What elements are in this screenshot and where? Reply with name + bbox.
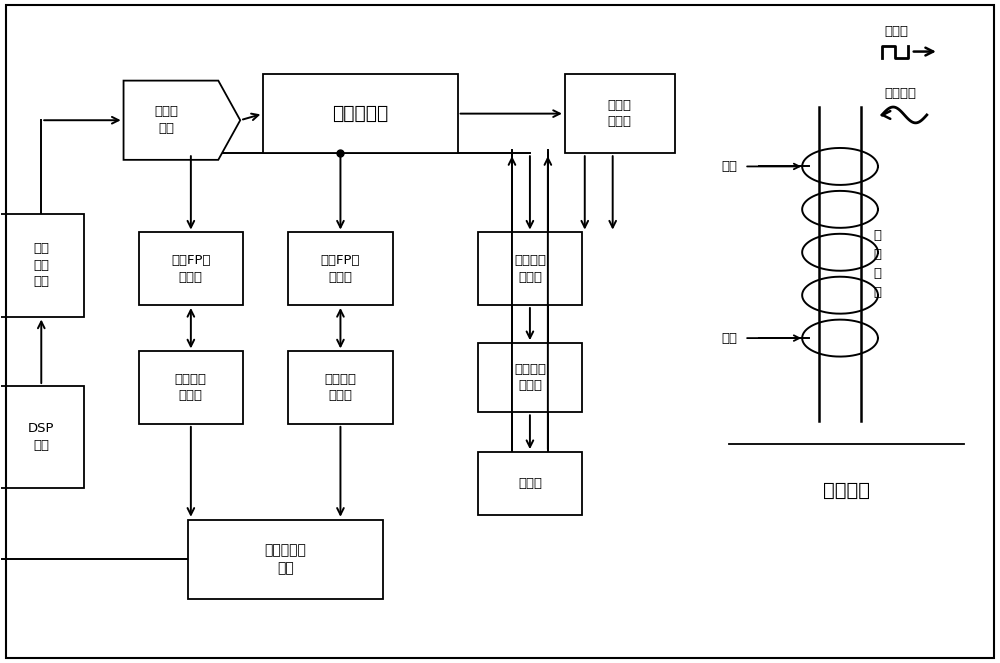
Bar <box>478 343 582 412</box>
Text: 背散射光: 背散射光 <box>884 88 916 100</box>
Text: 光路选
择开关: 光路选 择开关 <box>608 99 632 129</box>
Text: 第二光电
探测器: 第二光电 探测器 <box>324 373 356 402</box>
Bar <box>263 74 458 153</box>
Text: 热风主管: 热风主管 <box>823 481 870 499</box>
Text: 入射光: 入射光 <box>884 25 908 38</box>
Text: 第一FP光
滤波器: 第一FP光 滤波器 <box>171 254 211 284</box>
Bar <box>288 351 393 424</box>
Bar <box>288 233 393 305</box>
Text: 热
风
支
管: 热 风 支 管 <box>873 229 881 299</box>
Text: 脉冲
驱动
电路: 脉冲 驱动 电路 <box>33 243 49 288</box>
Text: 光纤耦合器: 光纤耦合器 <box>332 104 389 123</box>
Bar <box>139 233 243 305</box>
Text: DSP
单元: DSP 单元 <box>28 422 55 452</box>
Text: 末端: 末端 <box>721 332 737 345</box>
Bar <box>0 386 84 489</box>
Text: 第一光电
探测器: 第一光电 探测器 <box>175 373 207 402</box>
Text: 第三光电
探测器: 第三光电 探测器 <box>514 254 546 284</box>
Bar <box>565 74 675 153</box>
Bar <box>478 233 582 305</box>
Bar <box>139 351 243 424</box>
Text: 鉴频器: 鉴频器 <box>518 477 542 490</box>
Text: 激光发
射源: 激光发 射源 <box>154 105 178 135</box>
Text: 高速比较
放大器: 高速比较 放大器 <box>514 363 546 392</box>
Bar <box>188 520 383 599</box>
Bar <box>478 452 582 514</box>
Polygon shape <box>124 81 240 160</box>
Bar <box>0 214 84 317</box>
Text: 高速数据采
集卡: 高速数据采 集卡 <box>265 544 307 575</box>
Text: 第二FP光
滤波器: 第二FP光 滤波器 <box>321 254 360 284</box>
Text: 始端: 始端 <box>721 160 737 173</box>
